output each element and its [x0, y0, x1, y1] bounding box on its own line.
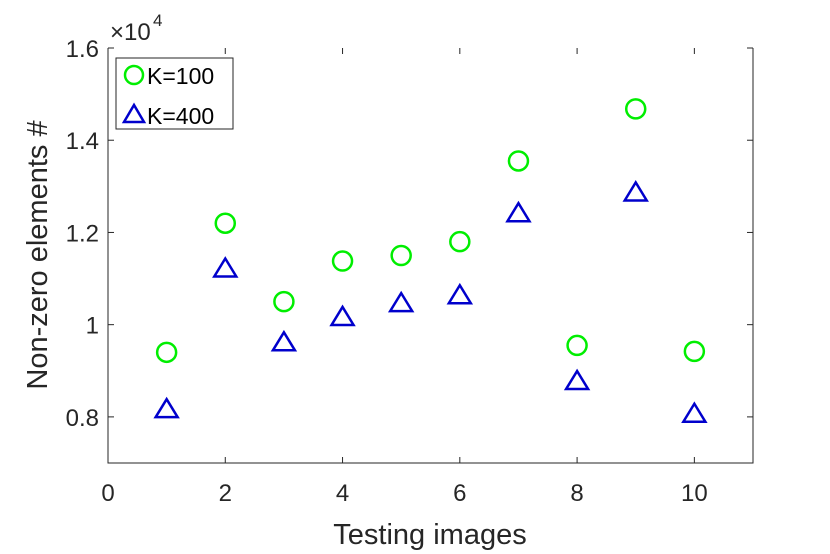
y-axis-multiplier: ×10 4	[110, 11, 162, 46]
point-k100	[155, 341, 178, 364]
point-k400	[387, 290, 415, 313]
x-axis-title: Testing images	[333, 519, 526, 551]
y-tick-label: 1.6	[66, 36, 99, 63]
x-tick-label: 2	[219, 480, 232, 507]
point-k100	[331, 250, 354, 272]
point-k100	[390, 244, 412, 267]
legend-label-k100: K=100	[147, 63, 214, 89]
point-k400	[681, 401, 708, 424]
point-k400	[446, 282, 474, 305]
data-marks	[153, 98, 708, 424]
legend-marker-k400	[121, 102, 147, 124]
x-tick-label: 0	[101, 480, 114, 507]
point-k100	[507, 150, 530, 172]
y-tick-label: 1.2	[66, 220, 99, 247]
multiplier-base: ×10	[110, 19, 151, 46]
point-k400	[622, 180, 649, 202]
x-tick-label: 4	[336, 480, 349, 507]
point-k400	[563, 368, 591, 391]
point-k100	[214, 212, 237, 234]
legend-label-k400: K=400	[147, 103, 214, 129]
point-k400	[270, 329, 298, 352]
point-k100	[624, 98, 647, 120]
point-k400	[212, 256, 239, 278]
point-k400	[329, 304, 356, 327]
point-k400	[153, 396, 180, 419]
x-tick-label: 6	[453, 480, 466, 507]
x-tick-label: 10	[681, 480, 708, 507]
y-tick-label: 0.8	[66, 405, 99, 432]
x-tick-label: 8	[570, 480, 583, 507]
point-k100	[449, 230, 471, 253]
axes: 0 2 4 6 8 10 0.8 1 1.2 1.4 1.6	[66, 36, 754, 507]
point-k100	[273, 290, 295, 313]
legend-box	[115, 57, 234, 130]
multiplier-exponent: 4	[153, 11, 162, 30]
y-axis-title: Non-zero elements #	[22, 120, 54, 389]
axis-box	[107, 48, 754, 464]
point-k100	[683, 340, 706, 363]
legend: K=100 K=400	[115, 57, 234, 130]
legend-marker-k100	[123, 64, 145, 86]
point-k100	[566, 334, 588, 357]
y-tick-label: 1.4	[66, 128, 99, 155]
y-tick-label: 1	[86, 313, 99, 340]
point-k400	[505, 200, 532, 223]
